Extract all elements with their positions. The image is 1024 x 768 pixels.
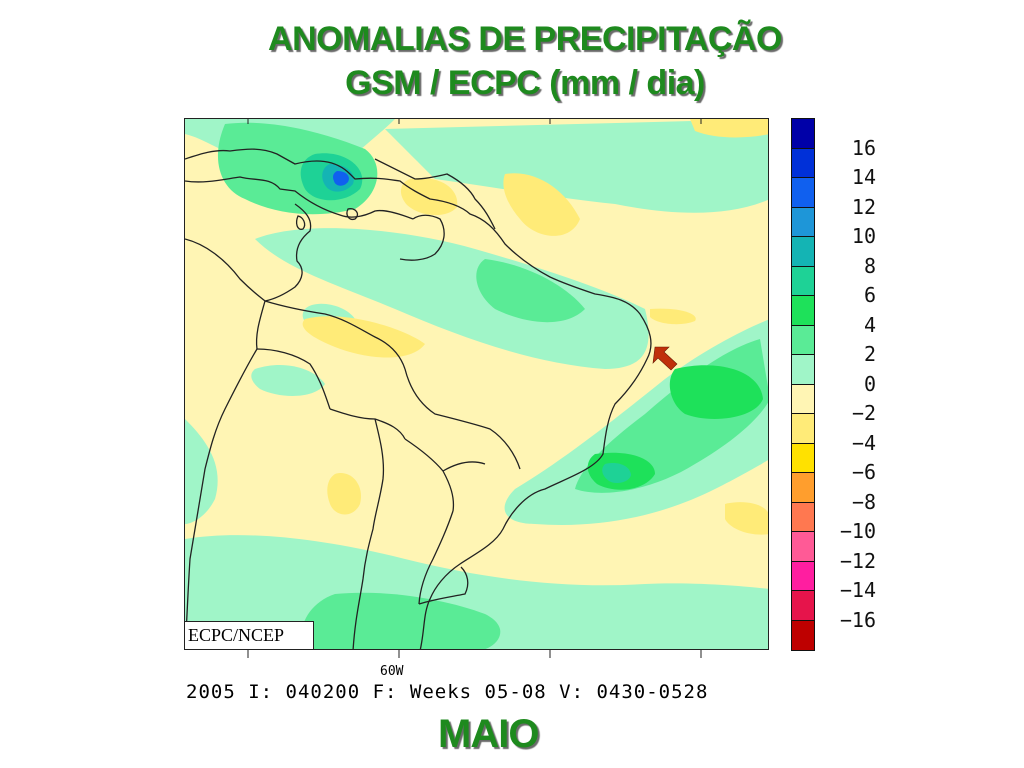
month-label: MAIO xyxy=(438,712,539,756)
colorbar-swatch xyxy=(792,532,814,562)
precipitation-anomaly-map xyxy=(184,118,769,650)
title-line-1: ANOMALIAS DE PRECIPITAÇÃO xyxy=(268,20,782,58)
colorbar-label: 12 xyxy=(851,194,876,219)
colorbar-swatch xyxy=(792,237,814,267)
colorbar-label: 16 xyxy=(851,135,876,160)
colorbar-label: −12 xyxy=(839,548,876,573)
colorbar-label: −14 xyxy=(839,578,876,602)
colorbar-label: 0 xyxy=(863,371,876,396)
colorbar-label: −4 xyxy=(851,430,876,455)
colorbar-swatch xyxy=(792,296,814,326)
red-arrow-icon xyxy=(652,346,678,371)
colorbar-label: 6 xyxy=(863,283,876,307)
colorbar-label: 10 xyxy=(851,224,876,248)
colorbar-label: −6 xyxy=(851,460,876,484)
run-info-caption: 2005 I: 040200 F: Weeks 05-08 V: 0430-05… xyxy=(186,681,709,703)
colorbar-label: 8 xyxy=(863,253,876,278)
colorbar-label: 14 xyxy=(851,165,876,189)
colorbar-label: 4 xyxy=(863,312,876,337)
colorbar-swatch xyxy=(792,414,814,444)
colorbar-swatch xyxy=(792,325,814,355)
colorbar-swatch xyxy=(792,148,814,178)
colorbar-swatch xyxy=(792,620,814,650)
colorbar xyxy=(791,118,815,651)
colorbar-swatch xyxy=(792,473,814,503)
colorbar-label: −8 xyxy=(851,489,876,514)
title-line-2: GSM / ECPC (mm / dia) xyxy=(345,64,705,102)
colorbar-swatch xyxy=(792,207,814,237)
colorbar-swatch xyxy=(792,561,814,591)
colorbar-label: −2 xyxy=(851,401,876,425)
colorbar-label: −10 xyxy=(839,519,876,543)
colorbar-label: 2 xyxy=(863,342,876,366)
colorbar-swatch xyxy=(792,591,814,621)
colorbar-swatch xyxy=(792,355,814,385)
colorbar-swatch xyxy=(792,443,814,473)
colorbar-swatch xyxy=(792,266,814,296)
coastlines-and-borders xyxy=(185,148,652,649)
longitude-tick-label: 60W xyxy=(380,664,404,679)
colorbar-label: −16 xyxy=(839,607,876,632)
anomaly-contours xyxy=(185,119,768,649)
colorbar-swatch xyxy=(792,502,814,532)
credit-box: ECPC/NCEP xyxy=(184,621,314,650)
colorbar-swatch xyxy=(792,119,814,149)
colorbar-swatch xyxy=(792,384,814,414)
colorbar-swatch xyxy=(792,178,814,208)
